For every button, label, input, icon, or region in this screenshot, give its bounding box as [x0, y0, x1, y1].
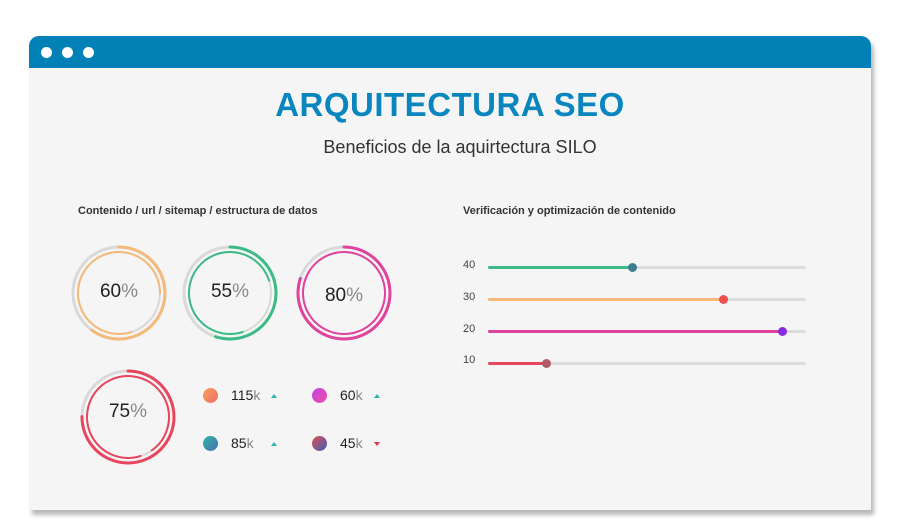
ring-inner-arc — [77, 251, 161, 335]
ring-inner-arc — [302, 251, 386, 335]
browser-window: ARQUITECTURA SEO Beneficios de la aquirt… — [29, 36, 871, 510]
stat-value: 60k — [340, 387, 363, 403]
ring-arc — [296, 245, 392, 341]
window-dot-icon[interactable] — [83, 47, 94, 58]
stat-unit: k — [253, 387, 261, 403]
ring-value: 80% — [294, 285, 394, 307]
bar-label: 40 — [463, 259, 476, 271]
ring-arc — [71, 245, 167, 341]
window-dot-icon[interactable] — [41, 47, 52, 58]
ring-number: 80 — [324, 285, 347, 306]
ring-arc — [80, 369, 176, 465]
ring-unit: % — [121, 281, 139, 302]
stat-number: 85 — [231, 435, 247, 451]
ring-chart: 60% — [69, 243, 169, 343]
trend-up-icon — [374, 394, 380, 398]
stat-value: 85k — [231, 435, 254, 451]
ring-unit: % — [346, 285, 364, 306]
gradient-ball-icon — [312, 388, 327, 403]
right-section-label: Verificación y optimización de contenido — [463, 205, 676, 217]
ring-svg — [80, 369, 176, 465]
bar-fill — [488, 266, 633, 269]
page-subtitle: Beneficios de la aquirtectura SILO — [323, 137, 597, 157]
gradient-ball-icon — [203, 436, 218, 451]
trend-down-icon — [374, 442, 380, 446]
bar-knob[interactable] — [542, 359, 552, 368]
bar-knob[interactable] — [777, 327, 787, 336]
stat-unit: k — [246, 435, 254, 451]
ring-chart: 75% — [78, 367, 178, 467]
stat-item: 85k — [203, 434, 283, 454]
ring-value: 60% — [69, 281, 169, 303]
ring-number: 60 — [99, 281, 122, 302]
bar-knob[interactable] — [718, 295, 728, 304]
bar-track — [488, 266, 806, 269]
ring-number: 55 — [210, 281, 233, 302]
window-dot-icon[interactable] — [62, 47, 73, 58]
bar-track — [488, 362, 806, 365]
stat-value: 45k — [340, 435, 363, 451]
ring-inner-arc — [187, 251, 272, 335]
gradient-ball-icon — [312, 436, 327, 451]
gradient-ball-icon — [203, 388, 218, 403]
bar-fill — [488, 330, 783, 333]
stat-number: 115 — [231, 387, 254, 403]
ring-svg — [182, 245, 278, 341]
ring-value: 55% — [180, 281, 280, 303]
ring-inner-arc — [86, 375, 170, 459]
stat-item: 60k — [312, 386, 392, 406]
stat-unit: k — [355, 387, 363, 403]
ring-unit: % — [130, 401, 148, 422]
trend-up-icon — [271, 442, 277, 446]
bar-label: 10 — [463, 354, 476, 366]
bar-label: 30 — [463, 291, 476, 303]
stat-item: 115k — [203, 386, 283, 406]
stat-number: 60 — [340, 387, 356, 403]
ring-unit: % — [232, 281, 250, 302]
bar-knob[interactable] — [628, 263, 638, 272]
stat-value: 115k — [231, 387, 260, 403]
bar-fill — [488, 362, 547, 365]
ring-svg — [71, 245, 167, 341]
trend-up-icon — [271, 394, 277, 398]
ring-arc — [182, 245, 278, 341]
stat-number: 45 — [340, 435, 356, 451]
page-title: ARQUITECTURA SEO — [275, 86, 625, 123]
stat-item: 45k — [312, 434, 392, 454]
left-section-label: Contenido / url / sitemap / estructura d… — [78, 205, 318, 217]
ring-number: 75 — [108, 401, 131, 422]
window-titlebar — [29, 36, 871, 68]
bar-label: 20 — [463, 323, 476, 335]
ring-chart: 80% — [294, 243, 394, 343]
ring-value: 75% — [78, 401, 178, 423]
bar-fill — [488, 298, 724, 301]
ring-svg — [296, 245, 392, 341]
ring-chart: 55% — [180, 243, 280, 343]
stat-unit: k — [355, 435, 363, 451]
